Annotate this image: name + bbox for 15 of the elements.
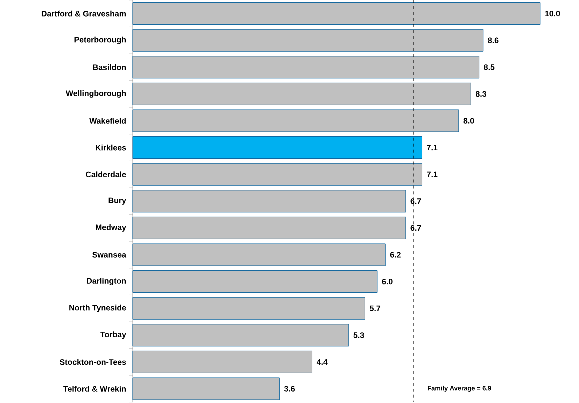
bar [132, 217, 406, 240]
bar [132, 378, 280, 400]
bar [132, 56, 480, 79]
bar [132, 270, 378, 294]
bar [132, 83, 472, 106]
bar [132, 244, 386, 266]
bar [132, 29, 484, 52]
bar [132, 163, 423, 186]
bar [132, 351, 313, 374]
bar [132, 324, 350, 347]
bar [132, 136, 423, 160]
bar [132, 190, 406, 213]
bar [132, 2, 541, 26]
bar [132, 297, 366, 320]
bar [132, 110, 460, 132]
